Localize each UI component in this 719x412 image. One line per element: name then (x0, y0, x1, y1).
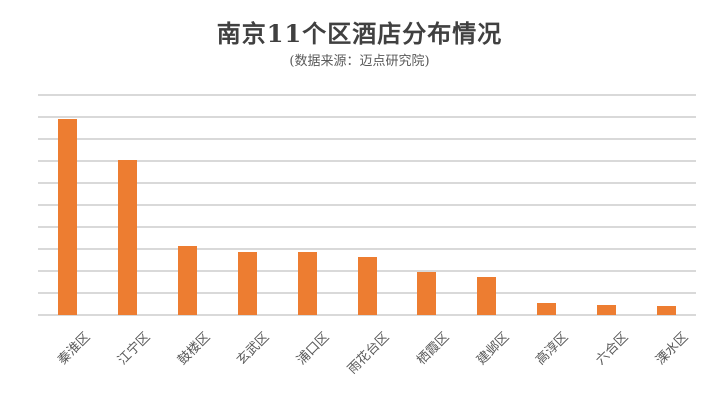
gridline (38, 160, 696, 162)
gridline (38, 248, 696, 250)
x-label-0: 秦淮区 (55, 329, 94, 369)
bar-5 (357, 256, 377, 315)
bar-8 (536, 302, 556, 315)
gridline (38, 116, 696, 118)
x-label-1: 江宁区 (114, 329, 154, 369)
x-label-2: 鼓楼区 (174, 329, 213, 369)
bar-4 (297, 252, 317, 315)
x-axis-labels: 秦淮区 江宁区 鼓楼区 玄武区 浦口区 雨花台区 栖霞区 建邺区 高淳区 六合区 溧水区 (38, 315, 696, 412)
x-label-5: 雨花台区 (345, 329, 393, 378)
bar-7 (477, 276, 497, 315)
gridline (38, 204, 696, 206)
x-label-6: 栖霞区 (414, 329, 453, 369)
gridline (38, 138, 696, 140)
x-label-9: 六合区 (593, 329, 632, 369)
bar-0 (58, 119, 78, 315)
chart-subtitle: (数据来源：迈点研究院) (289, 54, 430, 69)
x-label-3: 玄武区 (234, 329, 273, 369)
bar-6 (417, 272, 437, 315)
x-label-8: 高淳区 (533, 329, 572, 369)
bar-2 (178, 245, 198, 315)
chart-title: 南京11个区酒店分布情况 (216, 19, 503, 48)
gridline (38, 226, 696, 228)
bar-3 (237, 252, 257, 315)
x-label-4: 浦口区 (294, 329, 333, 369)
gridline (38, 94, 696, 96)
gridline (38, 314, 696, 316)
bar-9 (596, 305, 616, 315)
plot-area (38, 94, 696, 316)
bar-10 (656, 306, 676, 315)
x-label-7: 建邺区 (473, 329, 513, 369)
x-label-10: 溧水区 (653, 329, 692, 369)
gridline (38, 182, 696, 184)
bar-1 (118, 159, 138, 315)
